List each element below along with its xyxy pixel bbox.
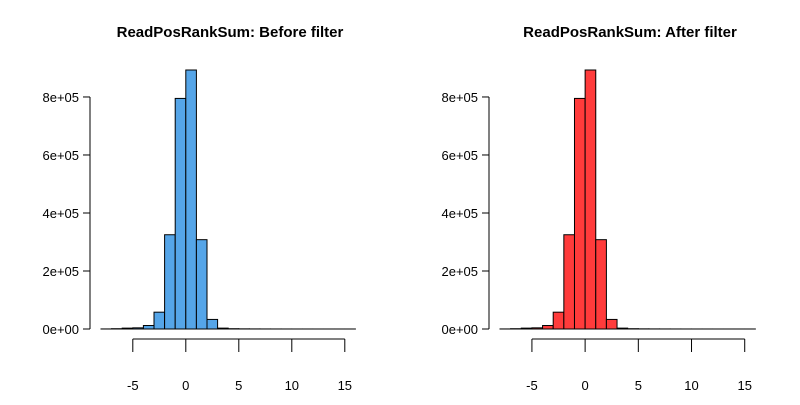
x-tick-label: 0 bbox=[182, 378, 189, 393]
histogram-after-filter: ReadPosRankSum: After filter 0e+00 2e+05 4… bbox=[441, 24, 755, 393]
x-tick-label: 10 bbox=[684, 378, 698, 393]
x-tick-label: 15 bbox=[338, 378, 352, 393]
chart-title: ReadPosRankSum: Before filter bbox=[117, 24, 344, 41]
x-tick-label: 5 bbox=[235, 378, 242, 393]
x-tick-label: -5 bbox=[526, 378, 538, 393]
histogram-bar bbox=[154, 312, 165, 329]
y-tick-label: 0e+00 bbox=[441, 322, 478, 337]
y-tick-label: 4e+05 bbox=[441, 206, 478, 221]
histogram-bar bbox=[207, 319, 218, 329]
histogram-bar bbox=[543, 326, 554, 329]
histogram-bar bbox=[122, 328, 133, 329]
x-tick-label: 15 bbox=[737, 378, 751, 393]
histogram-bar bbox=[574, 98, 585, 329]
histogram-bar bbox=[617, 328, 628, 329]
histogram-bar bbox=[143, 326, 154, 329]
x-tick-label: 10 bbox=[285, 378, 299, 393]
histogram-before-filter: ReadPosRankSum: Before filter 0e+00 2e+05… bbox=[42, 24, 355, 393]
y-tick-label: 2e+05 bbox=[42, 264, 79, 279]
histogram-bar bbox=[165, 235, 176, 329]
x-tick-label: 5 bbox=[635, 378, 642, 393]
y-tick-label: 0e+00 bbox=[42, 322, 79, 337]
histogram-bar bbox=[553, 312, 564, 329]
histogram-bar bbox=[133, 328, 144, 329]
histogram-bar bbox=[532, 328, 543, 329]
chart-title: ReadPosRankSum: After filter bbox=[523, 24, 737, 41]
y-tick-label: 8e+05 bbox=[42, 90, 79, 105]
histogram-bar bbox=[585, 70, 596, 329]
histogram-bar bbox=[186, 70, 197, 329]
y-tick-label: 6e+05 bbox=[42, 148, 79, 163]
histogram-bar bbox=[521, 328, 532, 329]
x-tick-label: -5 bbox=[127, 378, 139, 393]
x-tick-label: 0 bbox=[582, 378, 589, 393]
histogram-bar bbox=[606, 319, 617, 329]
histogram-bar bbox=[196, 240, 207, 329]
y-tick-label: 2e+05 bbox=[441, 264, 478, 279]
histogram-bar bbox=[564, 235, 575, 329]
y-tick-label: 6e+05 bbox=[441, 148, 478, 163]
histogram-bar bbox=[175, 98, 186, 329]
y-tick-label: 4e+05 bbox=[42, 206, 79, 221]
histogram-bar bbox=[218, 328, 229, 329]
y-tick-label: 8e+05 bbox=[441, 90, 478, 105]
histogram-bar bbox=[596, 240, 607, 329]
